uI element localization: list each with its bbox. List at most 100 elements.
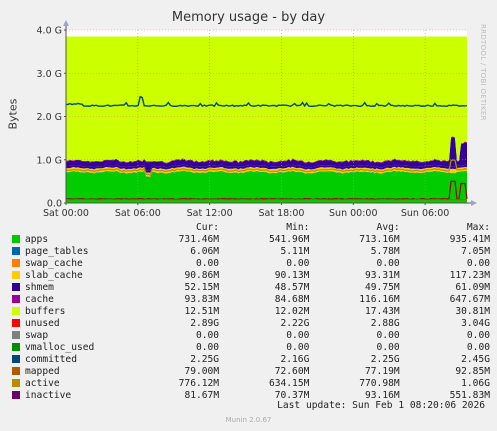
last-update: Last update: Sun Feb 1 08:20:06 2026 — [277, 400, 485, 411]
legend-min-value: 0.00 — [286, 258, 310, 269]
legend-max-value: 0.00 — [466, 330, 490, 341]
plot-area: 0.0 1.0 G 2.0 G 3.0 G 4.0 G Sat 00:00 Sat 06:0… — [37, 20, 477, 219]
legend-max-value: 647.67M — [449, 294, 490, 305]
legend-max-value: 2.45G — [461, 354, 490, 365]
legend-max-value: 0.00 — [466, 342, 490, 353]
legend-row: swap_cache 0.00 0.00 0.00 0.00 — [12, 258, 490, 270]
y-tick-label: 2.0 G — [37, 112, 63, 123]
legend-max-value: 3.04G — [461, 318, 490, 329]
legend-swatch — [12, 379, 20, 387]
legend-row: committed 2.25G 2.16G 2.25G 2.45G — [12, 354, 490, 366]
legend-swatch — [12, 271, 20, 279]
legend-cur-value: 2.89G — [190, 318, 220, 329]
legend-series-name: shmem — [25, 282, 54, 293]
legend-cur-value: 90.86M — [184, 270, 220, 281]
legend-min-value: 90.13M — [274, 270, 310, 281]
legend-series-name: active — [25, 378, 60, 389]
legend-avg-value: 770.98M — [359, 378, 400, 389]
legend-row: inactive 81.67M 70.37M 93.16M 551.83M — [12, 390, 490, 402]
legend-min-value: 48.57M — [274, 282, 310, 293]
area-apps — [66, 170, 467, 203]
legend-max-value: 1.06G — [461, 378, 490, 389]
legend-min-value: 541.96M — [268, 234, 310, 245]
legend-row: buffers 12.51M 12.02M 17.43M 30.81M — [12, 306, 490, 318]
legend-avg-value: 2.88G — [370, 318, 400, 329]
legend-series-name: inactive — [25, 390, 72, 401]
legend-cur-value: 81.67M — [184, 390, 220, 401]
legend-max-value: 935.41M — [449, 234, 490, 245]
legend-series-name: apps — [25, 234, 49, 245]
legend-swatch — [12, 319, 20, 327]
legend-avg-value: 93.31M — [365, 270, 400, 281]
legend-swatch — [12, 331, 20, 339]
legend-cur-value: 2.25G — [190, 354, 220, 365]
legend-max-value: 117.23M — [449, 270, 490, 281]
legend-avg-value: 93.16M — [365, 390, 400, 401]
y-tick-label: 0.0 — [47, 199, 62, 210]
line-committed — [65, 95, 468, 108]
legend-series-name: committed — [25, 354, 77, 365]
legend-max-value: 7.05M — [461, 246, 490, 257]
legend-column-header: Cur: — [195, 222, 220, 233]
legend-series-name: cache — [25, 294, 54, 305]
legend-max-value: 61.09M — [455, 282, 490, 293]
legend-min-value: 634.15M — [268, 378, 310, 389]
legend-series-name: buffers — [25, 306, 66, 317]
legend-min-value: 84.68M — [274, 294, 310, 305]
legend-cur-value: 79.00M — [184, 366, 220, 377]
legend-cur-value: 0.00 — [195, 342, 220, 353]
legend-swatch — [12, 307, 20, 315]
line-active — [65, 159, 468, 177]
legend-min-value: 72.60M — [274, 366, 310, 377]
legend-avg-value: 2.25G — [370, 354, 400, 365]
legend-header-row: Cur: Min: Avg: Max: — [12, 222, 490, 234]
legend-row: active 776.12M 634.15M 770.98M 1.06G — [12, 378, 490, 390]
legend-column-header: Avg: — [376, 222, 400, 233]
legend-row: page_tables 6.06M 5.11M 5.78M 7.05M — [12, 246, 490, 258]
legend-avg-value: 5.78M — [370, 246, 400, 257]
legend-cur-value: 12.51M — [184, 306, 220, 317]
legend-series-name: page_tables — [25, 246, 89, 257]
x-tick-label: Sat 12:00 — [187, 208, 233, 219]
chart-title: Memory usage - by day — [171, 10, 326, 25]
legend-series-name: unused — [25, 318, 60, 329]
legend-swatch — [12, 235, 20, 243]
legend-cur-value: 52.15M — [184, 282, 220, 293]
legend-min-value: 12.02M — [274, 306, 310, 317]
legend-swatch — [12, 259, 20, 267]
legend-min-value: 0.00 — [286, 342, 310, 353]
legend-series-name: vmalloc_used — [25, 342, 95, 353]
legend-table: Cur: Min: Avg: Max: apps 731.46M 541.96M 713.16… — [12, 222, 490, 402]
legend-cur-value: 0.00 — [195, 330, 220, 341]
legend-swatch — [12, 367, 20, 375]
legend: Cur: Min: Avg: Max: apps 731.46M 541.96M 713.16… — [12, 222, 490, 402]
legend-series-name: swap — [25, 330, 49, 341]
x-tick-label: Sun 00:00 — [329, 208, 377, 219]
legend-avg-value: 77.19M — [365, 366, 400, 377]
y-tick-label: 3.0 G — [37, 69, 63, 80]
legend-row: slab_cache 90.86M 90.13M 93.31M 117.23M — [12, 270, 490, 282]
legend-series-name: slab_cache — [25, 270, 83, 281]
legend-swatch — [12, 343, 20, 351]
legend-avg-value: 116.16M — [359, 294, 400, 305]
legend-cur-value: 731.46M — [178, 234, 220, 245]
area-cache — [66, 137, 467, 171]
legend-series-name: swap_cache — [25, 258, 83, 269]
legend-cur-value: 93.83M — [184, 294, 220, 305]
legend-max-value: 30.81M — [455, 306, 490, 317]
legend-cur-value: 6.06M — [190, 246, 220, 257]
legend-swatch — [12, 247, 20, 255]
legend-swatch — [12, 355, 20, 363]
legend-row: unused 2.89G 2.22G 2.88G 3.04G — [12, 318, 490, 330]
legend-min-value: 2.16G — [280, 354, 310, 365]
legend-avg-value: 0.00 — [376, 342, 400, 353]
legend-swatch — [12, 283, 20, 291]
munin-version: Munin 2.0.67 — [225, 416, 272, 424]
legend-cur-value: 776.12M — [178, 378, 220, 389]
legend-cur-value: 0.00 — [195, 258, 220, 269]
rrdtool-watermark: RRDTOOL / TOBI OETIKER — [479, 24, 487, 121]
legend-column-header: Max: — [466, 222, 490, 233]
legend-avg-value: 0.00 — [376, 330, 400, 341]
legend-column-header: Min: — [286, 222, 310, 233]
